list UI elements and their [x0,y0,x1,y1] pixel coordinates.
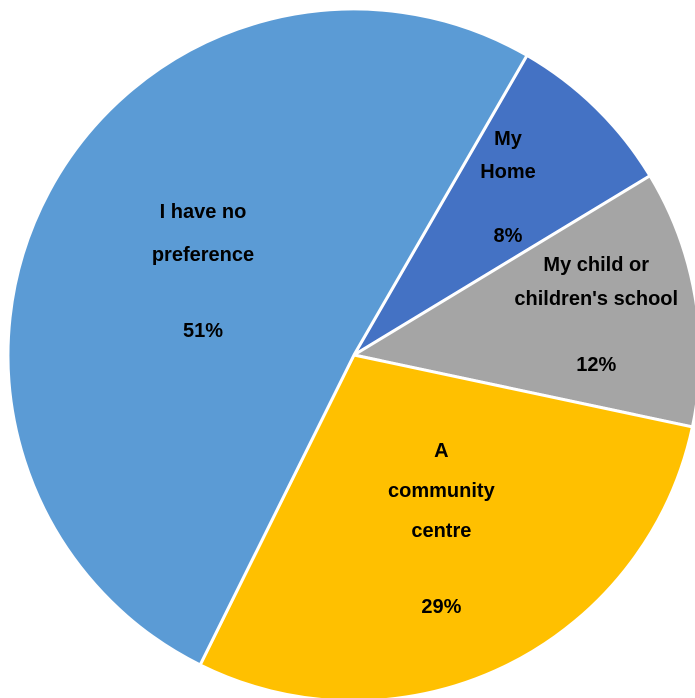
pie-slice-i-have-no-preference [6,7,530,667]
pie-label-my-child-or-children-s-school: My child or children's school 12% [514,254,678,376]
pie-label-line: community [388,480,496,502]
pie-slices [6,7,695,698]
pie-slice-a-community-centre [198,353,695,698]
pie-label-line: Home [480,161,536,183]
pie-label-my-home: My Home 8% [480,128,536,247]
pie-label-line: I have no [160,201,247,223]
pie-slice-my-child-or-children-s-school [349,173,695,429]
pie-label-i-have-no-preference: I have no preference 51% [152,201,254,342]
pie-value-label: 29% [421,596,461,618]
pie-label-line: centre [411,520,471,542]
pie-label-line: children's school [514,288,678,310]
pie-label-line: A [434,440,448,462]
pie-value-label: 12% [576,354,616,376]
pie-labels: My Home 8% My child or children's school 12% A… [152,128,678,618]
pie-value-label: 8% [494,225,523,247]
pie-value-label: 51% [183,320,223,342]
pie-slice-my-home [352,53,653,357]
pie-label-line: My child or [543,254,649,276]
pie-label-line: My [494,128,523,150]
pie-label-line: preference [152,244,254,266]
